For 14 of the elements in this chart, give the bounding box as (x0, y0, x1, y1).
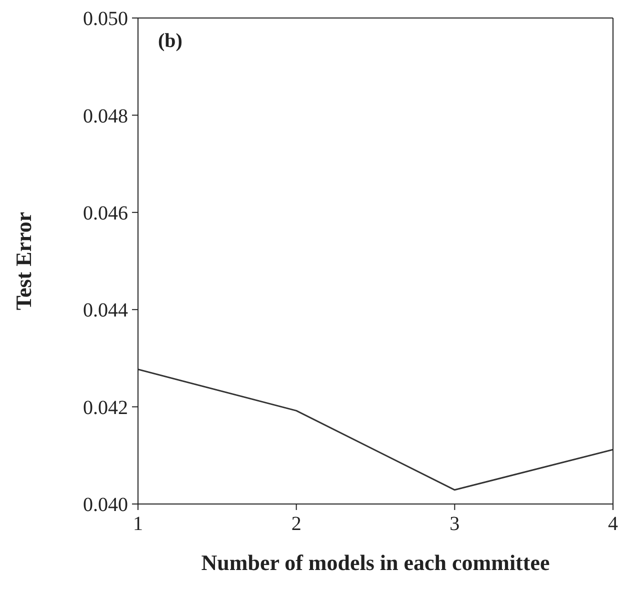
y-tick-label: 0.044 (83, 300, 128, 322)
x-tick-label: 3 (450, 513, 460, 536)
x-tick-label: 1 (133, 513, 143, 536)
x-tick-label: 4 (608, 513, 618, 536)
y-axis-title: Test Error (10, 212, 36, 310)
y-tick-label: 0.042 (83, 396, 128, 419)
x-tick-label: 2 (291, 513, 302, 536)
y-tick-label: 0.050 (83, 8, 128, 30)
y-tick-label: 0.040 (83, 494, 128, 516)
annotation: (b) (158, 30, 182, 53)
x-axis-title: Number of models in each committee (201, 550, 550, 575)
y-tick-label: 0.046 (83, 202, 128, 224)
y-tick-label: 0.048 (83, 105, 128, 128)
line-series (138, 368, 613, 491)
